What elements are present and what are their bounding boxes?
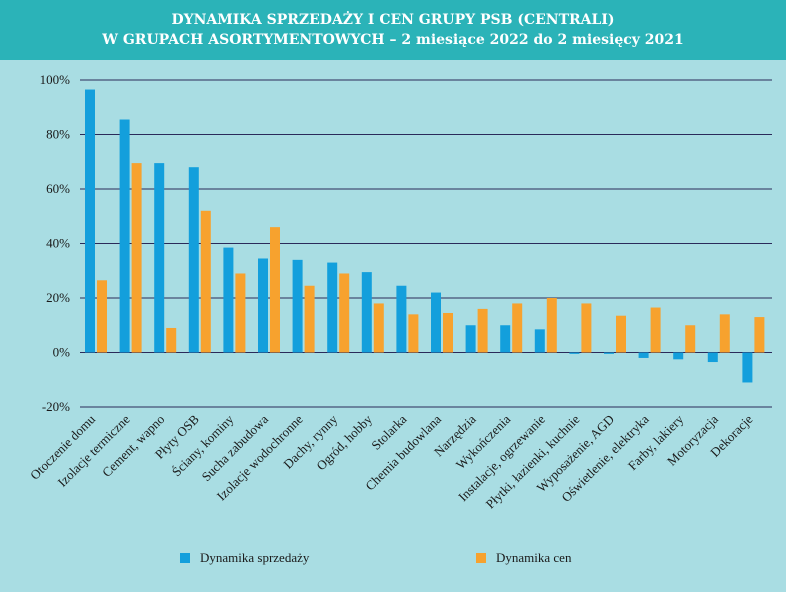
title-band <box>0 0 786 60</box>
bar-sales <box>258 258 268 353</box>
legend-swatch-sales <box>180 553 190 563</box>
bar-prices <box>581 303 592 353</box>
y-tick-label: 60% <box>46 181 70 196</box>
legend-label-prices: Dynamika cen <box>496 550 572 565</box>
bar-prices <box>408 314 419 353</box>
y-tick-label: 20% <box>46 290 70 305</box>
bar-prices <box>373 303 384 353</box>
legend-label-sales: Dynamika sprzedaży <box>200 550 310 565</box>
y-tick-label: 80% <box>46 127 70 142</box>
bar-sales <box>638 352 649 358</box>
y-tick-label: -20% <box>42 399 70 414</box>
bar-sales <box>327 262 338 353</box>
chart-title-line: DYNAMIKA SPRZEDAŻY I CEN GRUPY PSB (CENT… <box>171 9 614 28</box>
bar-prices <box>719 314 730 353</box>
bar-prices <box>477 308 488 353</box>
bar-sales <box>534 329 545 353</box>
bar-sales <box>604 352 614 354</box>
bar-sales <box>223 247 234 353</box>
bar-sales <box>431 292 441 353</box>
bar-prices <box>97 280 107 353</box>
bar-prices <box>304 285 315 353</box>
bar-prices <box>443 312 453 353</box>
bar-prices <box>512 303 523 353</box>
bar-prices <box>685 325 696 353</box>
bar-sales <box>742 352 753 383</box>
bar-prices <box>754 317 765 353</box>
bar-prices <box>200 210 211 353</box>
bar-sales <box>119 119 130 353</box>
bar-sales <box>465 325 476 353</box>
bar-prices <box>650 307 661 353</box>
bar-prices <box>166 327 177 353</box>
bar-prices <box>270 227 280 353</box>
bar-sales <box>361 272 372 353</box>
bar-sales <box>188 167 199 353</box>
y-tick-label: 0% <box>53 345 71 360</box>
bar-sales <box>154 163 165 353</box>
y-tick-label: 100% <box>40 72 71 87</box>
bar-sales <box>569 352 580 354</box>
chart-title-line: W GRUPACH ASORTYMENTOWYCH – 2 miesiące 2… <box>101 32 683 48</box>
bar-sales <box>673 352 684 360</box>
bar-sales <box>85 89 95 353</box>
y-tick-label: 40% <box>46 236 70 251</box>
bar-sales <box>396 285 407 353</box>
bar-prices <box>235 273 246 353</box>
bar-sales <box>500 325 511 353</box>
bar-sales <box>292 259 303 353</box>
bar-prices <box>131 163 142 353</box>
bar-prices <box>546 298 557 353</box>
bar-prices <box>616 315 626 353</box>
bar-sales <box>707 352 718 363</box>
bar-prices <box>339 273 350 353</box>
legend-swatch-prices <box>476 553 486 563</box>
